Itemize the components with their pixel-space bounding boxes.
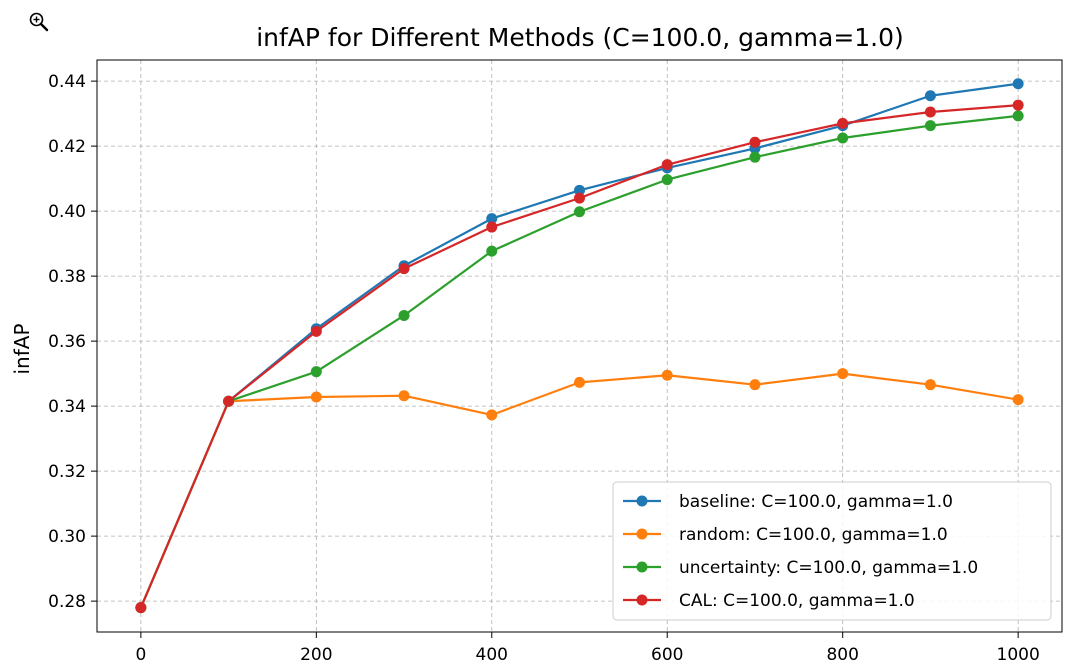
data-point <box>749 151 761 163</box>
data-point <box>924 120 936 132</box>
data-point <box>1012 78 1024 90</box>
series-layer <box>135 78 1024 614</box>
legend-swatch-marker <box>636 561 648 573</box>
y-tick-label: 0.44 <box>48 72 86 92</box>
data-point <box>486 245 498 257</box>
data-point <box>310 325 322 337</box>
zoom-in-magnifier-icon[interactable] <box>26 9 52 35</box>
y-tick-label: 0.42 <box>48 137 86 157</box>
data-point <box>486 213 498 225</box>
x-tick-label: 0 <box>135 645 146 665</box>
x-tick-label: 1000 <box>997 645 1040 665</box>
chart-title: infAP for Different Methods (C=100.0, ga… <box>256 23 904 52</box>
y-tick-label: 0.36 <box>48 332 86 352</box>
data-point <box>135 602 147 614</box>
data-point <box>749 379 761 391</box>
data-point <box>924 106 936 118</box>
legend[interactable]: baseline: C=100.0, gamma=1.0 random: C=10… <box>612 481 1052 621</box>
data-point <box>661 174 673 186</box>
x-axis: 0 200 400 600 800 1000 <box>135 632 1040 665</box>
data-point <box>924 379 936 391</box>
data-point <box>837 132 849 144</box>
y-tick-label: 0.38 <box>48 267 86 287</box>
data-point <box>1012 99 1024 111</box>
y-tick-label: 0.40 <box>48 202 86 222</box>
data-point <box>486 409 498 421</box>
data-point <box>574 192 585 204</box>
legend-entry-label: uncertainty: C=100.0, gamma=1.0 <box>679 558 978 578</box>
x-tick-label: 800 <box>826 645 858 665</box>
y-tick-label: 0.32 <box>48 462 86 482</box>
y-tick-label: 0.34 <box>48 397 86 417</box>
data-point <box>574 206 585 218</box>
data-point <box>398 390 410 402</box>
data-point <box>398 263 410 275</box>
data-point <box>1012 110 1024 122</box>
data-point <box>661 369 673 381</box>
legend-box <box>612 481 1052 621</box>
data-point <box>837 368 849 380</box>
legend-entry-label: random: C=100.0, gamma=1.0 <box>679 525 948 545</box>
x-tick-label: 400 <box>476 645 508 665</box>
legend-swatch-marker <box>636 495 648 507</box>
legend-entry-label: baseline: C=100.0, gamma=1.0 <box>679 492 953 512</box>
y-axis-label: infAP <box>10 323 34 374</box>
data-point <box>486 221 498 233</box>
data-point <box>749 136 761 148</box>
data-point <box>574 376 585 388</box>
data-point <box>310 391 322 403</box>
data-point <box>837 117 849 129</box>
data-point <box>661 159 673 171</box>
data-point <box>1012 394 1024 406</box>
data-point <box>924 90 936 102</box>
y-tick-label: 0.30 <box>48 527 86 547</box>
data-point <box>310 366 322 378</box>
legend-swatch-marker <box>636 594 648 606</box>
y-axis: 0.28 0.30 0.32 0.34 0.36 0.38 0.40 0.42 0.44 <box>48 72 97 612</box>
legend-entry-label: CAL: C=100.0, gamma=1.0 <box>679 591 915 611</box>
x-tick-label: 200 <box>300 645 332 665</box>
y-tick-label: 0.28 <box>48 592 86 612</box>
x-tick-label: 600 <box>651 645 683 665</box>
plot-frame <box>96 59 1063 633</box>
data-point <box>398 309 410 321</box>
legend-swatch-marker <box>636 528 648 540</box>
data-point <box>574 184 585 196</box>
data-point <box>223 395 235 407</box>
